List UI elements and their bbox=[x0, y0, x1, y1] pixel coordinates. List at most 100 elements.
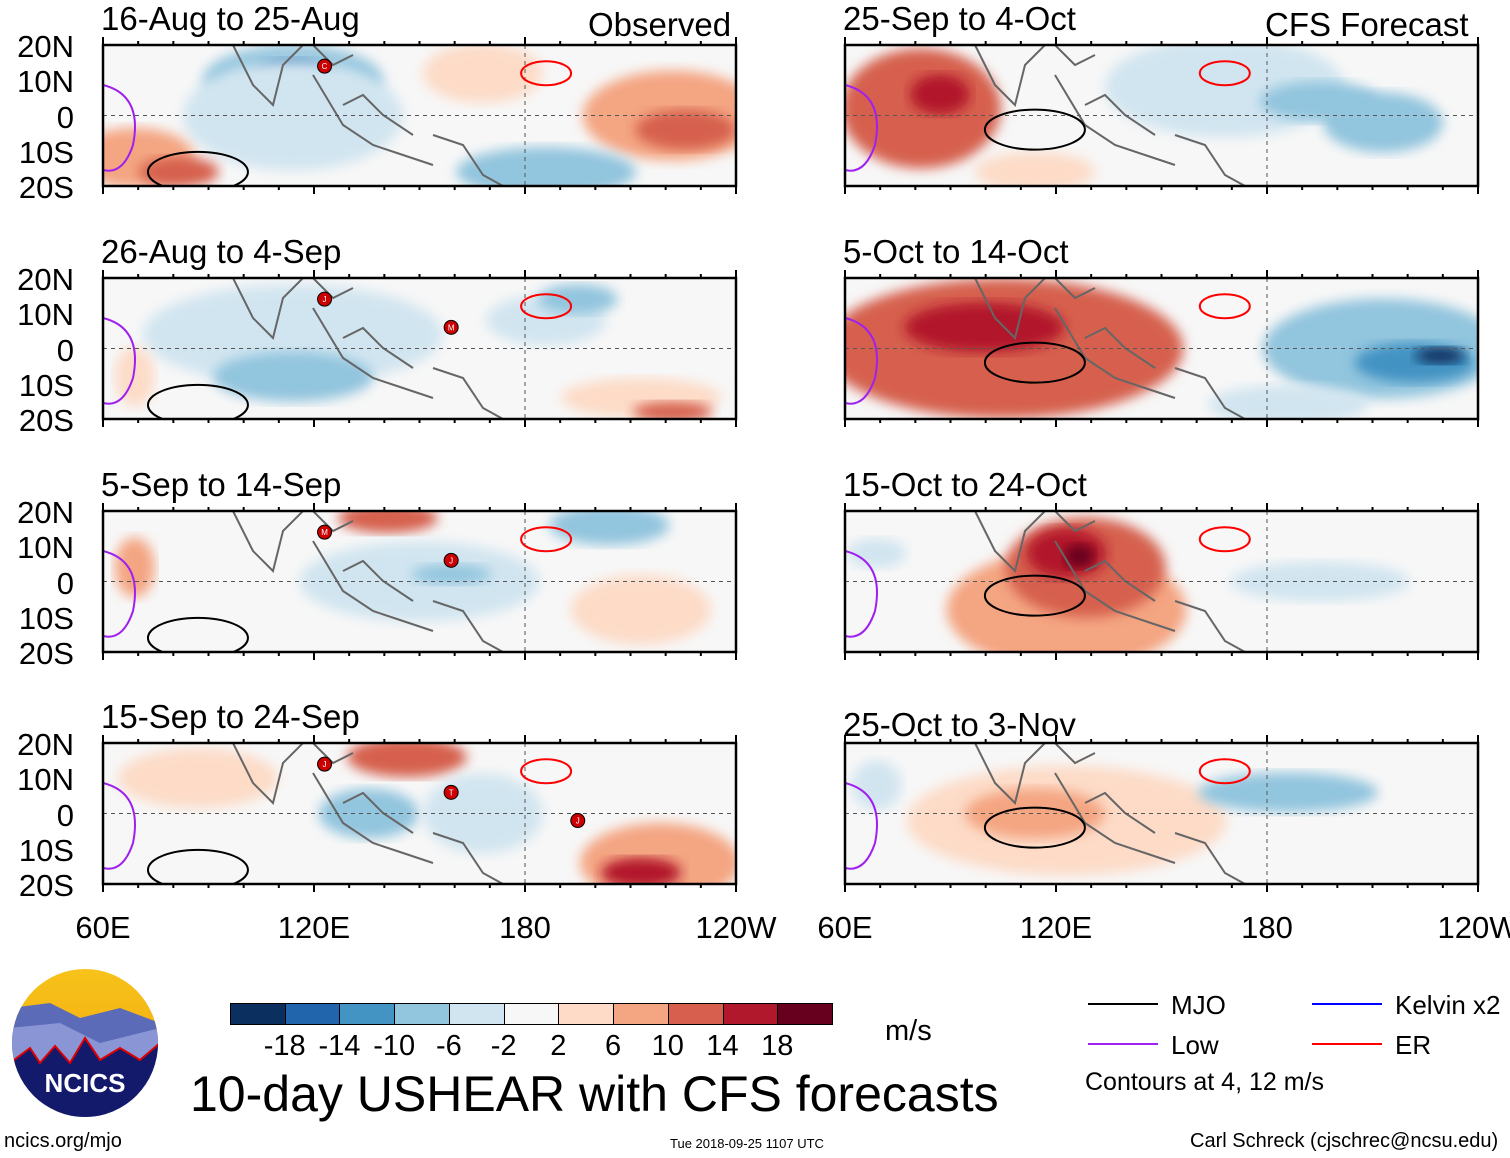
anomaly-region bbox=[1323, 92, 1444, 153]
map-panel: C bbox=[101, 37, 738, 194]
mjo-contour bbox=[983, 806, 1086, 849]
panel-title: 5-Oct to 14-Oct bbox=[843, 233, 1069, 270]
author-credit: Carl Schreck (cjschrec@ncsu.edu) bbox=[1190, 1130, 1499, 1152]
anomaly-region bbox=[1198, 772, 1379, 813]
anomaly-region bbox=[904, 302, 1065, 353]
lat-tick-label: 20N bbox=[17, 29, 74, 64]
storm-label: C bbox=[322, 62, 328, 71]
legend-label: Low bbox=[1171, 1030, 1219, 1060]
anomaly-region bbox=[601, 857, 682, 884]
map-panel: J T J bbox=[101, 735, 738, 892]
colorbar-swatch bbox=[777, 1003, 833, 1025]
storm-marker bbox=[443, 319, 459, 335]
anomaly-region bbox=[846, 538, 907, 569]
anomaly-region bbox=[212, 351, 373, 402]
storm-marker bbox=[317, 58, 333, 74]
er-contour bbox=[520, 758, 573, 785]
contour-note: Contours at 4, 12 m/s bbox=[1085, 1068, 1325, 1096]
colorbar-swatch bbox=[667, 1003, 724, 1025]
source-link[interactable]: ncics.org/mjo bbox=[4, 1130, 122, 1152]
coastline bbox=[232, 511, 504, 652]
low-contour bbox=[103, 782, 136, 870]
map-panel bbox=[843, 37, 1480, 194]
anomaly-region bbox=[182, 60, 403, 171]
lon-tick-label: 60E bbox=[75, 910, 131, 945]
mjo-contour bbox=[146, 383, 249, 419]
storm-marker bbox=[570, 813, 586, 829]
lon-tick-label: 180 bbox=[1241, 910, 1293, 945]
anomaly-region bbox=[571, 574, 712, 645]
lat-tick-label: 0 bbox=[56, 565, 74, 601]
mjo-contour bbox=[983, 108, 1086, 151]
lat-tick-label: 20S bbox=[18, 868, 74, 903]
coastline bbox=[232, 45, 504, 186]
lat-tick-label: 0 bbox=[56, 332, 74, 368]
er-contour bbox=[520, 526, 573, 553]
colorbar-label: 2 bbox=[550, 1030, 567, 1062]
panel-title: 15-Sep to 24-Sep bbox=[101, 698, 360, 735]
anomaly-region bbox=[1208, 384, 1369, 419]
svg-text:NCICS: NCICS bbox=[45, 1068, 126, 1098]
mjo-contour bbox=[146, 150, 249, 186]
anomaly-region bbox=[632, 401, 713, 419]
lat-tick-label: 10N bbox=[17, 64, 74, 100]
storm-label: M bbox=[448, 323, 455, 332]
panel-title: 25-Oct to 3-Nov bbox=[843, 706, 1076, 743]
low-contour bbox=[845, 84, 878, 172]
anomaly-region bbox=[142, 284, 443, 385]
legend-label: ER bbox=[1395, 1030, 1432, 1060]
er-contour bbox=[1198, 526, 1251, 553]
forecast-label: CFS Forecast bbox=[1265, 6, 1469, 43]
anomaly-region bbox=[964, 788, 1105, 839]
anomaly-region bbox=[114, 537, 155, 598]
lat-tick-label: 0 bbox=[56, 797, 74, 833]
lon-tick-label: 60E bbox=[817, 910, 873, 945]
low-contour bbox=[845, 782, 878, 870]
colorbar-swatch bbox=[613, 1003, 669, 1025]
observed-label: Observed bbox=[588, 6, 732, 43]
colorbar-label: -14 bbox=[318, 1030, 361, 1062]
mjo-contour bbox=[983, 574, 1086, 617]
colorbar-label: 18 bbox=[761, 1030, 794, 1062]
colorbar-swatch bbox=[503, 1003, 560, 1025]
timestamp: Tue 2018-09-25 1107 UTC bbox=[670, 1136, 824, 1151]
lat-tick-label: 10S bbox=[18, 367, 74, 403]
coastline bbox=[974, 278, 1246, 419]
colorbar-swatch bbox=[558, 1003, 615, 1025]
storm-label: J bbox=[449, 556, 453, 565]
panel-title: 25-Sep to 4-Oct bbox=[843, 0, 1076, 37]
storm-label: M bbox=[321, 528, 328, 537]
storm-marker bbox=[317, 291, 333, 307]
chart-title: 10-day USHEAR with CFS forecasts bbox=[190, 1066, 999, 1122]
low-contour bbox=[103, 317, 136, 405]
coastline bbox=[974, 511, 1246, 652]
panel-title: 26-Aug to 4-Sep bbox=[101, 233, 342, 270]
anomaly-region bbox=[1415, 347, 1466, 364]
colorbar-label: 6 bbox=[605, 1030, 622, 1062]
er-contour bbox=[520, 293, 573, 320]
storm-marker bbox=[443, 784, 459, 800]
lat-tick-label: 10S bbox=[18, 600, 74, 636]
anomaly-region bbox=[138, 156, 219, 186]
lat-tick-label: 0 bbox=[56, 99, 74, 135]
low-contour bbox=[845, 317, 878, 405]
er-contour bbox=[1198, 293, 1251, 320]
lat-tick-label: 20S bbox=[18, 636, 74, 671]
storm-marker bbox=[317, 524, 333, 540]
map-panel bbox=[843, 270, 1480, 427]
storm-marker bbox=[317, 756, 333, 772]
lat-tick-label: 20N bbox=[17, 727, 74, 762]
legend-line-low bbox=[1088, 1043, 1158, 1045]
colorbar-label: -18 bbox=[263, 1030, 306, 1062]
colorbar-swatch bbox=[284, 1003, 341, 1025]
anomaly-region bbox=[851, 760, 902, 811]
anomaly-region bbox=[117, 748, 278, 809]
coastline bbox=[232, 278, 504, 419]
lat-tick-label: 10S bbox=[18, 134, 74, 170]
lon-tick-label: 120E bbox=[277, 910, 351, 945]
lat-tick-label: 20N bbox=[17, 262, 74, 297]
legend-line-mjo bbox=[1088, 1003, 1158, 1005]
anomaly-region bbox=[411, 564, 492, 585]
colorbar-label: -6 bbox=[436, 1030, 462, 1062]
colorbar-swatch bbox=[230, 1003, 286, 1025]
